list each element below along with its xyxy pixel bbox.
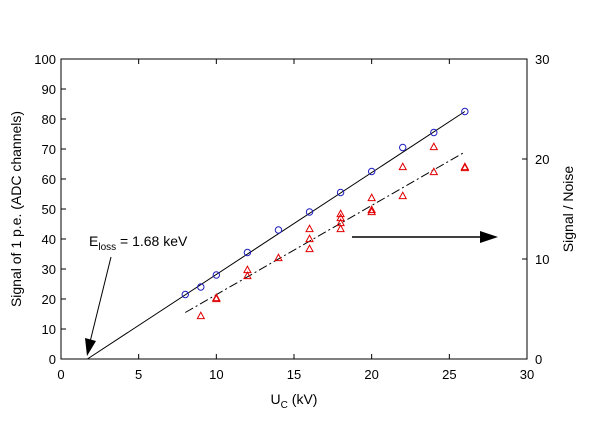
data-point-circle <box>336 188 345 197</box>
x-tick-label: 5 <box>135 367 142 382</box>
data-point-triangle <box>305 234 314 243</box>
data-point-triangle <box>211 293 221 302</box>
data-point-triangle <box>336 224 345 233</box>
right-axis-arrow <box>352 231 498 243</box>
data-point-circle <box>197 283 205 291</box>
data-point-triangle <box>398 162 408 171</box>
eloss-arrow <box>85 256 112 356</box>
data-point-triangle <box>367 205 377 214</box>
x-tick-label: 0 <box>57 367 64 382</box>
data-point-triangle <box>274 253 283 262</box>
data-point-circle <box>181 290 189 299</box>
axis-ticks: 0 5 10 15 20 25 300102030405060708090100010203… <box>34 52 549 382</box>
data-point-circle <box>399 143 407 152</box>
data-point-triangle <box>336 209 345 218</box>
data-point-triangle <box>243 265 252 274</box>
y2-tick-label: 0 <box>535 352 542 367</box>
data-point-triangle <box>429 167 439 176</box>
data-point-triangle <box>398 191 408 200</box>
data-point-circle <box>274 226 283 234</box>
y-tick-label: 10 <box>42 322 56 337</box>
x-tick-label: 20 <box>364 367 378 382</box>
data-point-circle <box>461 107 469 116</box>
x-tick-label: 15 <box>287 367 301 382</box>
y-tick-label: 50 <box>42 202 56 217</box>
x-tick-label: 30 <box>520 367 534 382</box>
data-point-circle <box>212 271 221 279</box>
data-point-triangle <box>460 162 470 171</box>
data-point-triangle <box>336 218 345 227</box>
fit-line-dashed <box>185 151 466 313</box>
data-point-triangle <box>243 271 252 280</box>
x-tick-label: 10 <box>209 367 223 382</box>
y2-tick-label: 10 <box>535 252 549 267</box>
data-point-triangle <box>367 207 377 216</box>
y-tick-label: 30 <box>42 262 56 277</box>
y-tick-label: 80 <box>42 112 56 127</box>
plot-frame <box>60 58 528 360</box>
data-point-triangle <box>429 142 439 151</box>
data-point-triangle <box>305 224 314 233</box>
y2-tick-label: 20 <box>535 152 549 167</box>
fit-line-solid <box>87 111 466 360</box>
data-point-triangle <box>196 311 206 320</box>
x-tick-label: 25 <box>442 367 456 382</box>
data-points <box>181 107 470 320</box>
eloss-annotation: Eloss = 1.68 keV <box>89 233 188 253</box>
x-axis-label: UC (kV) <box>271 391 318 411</box>
y-tick-label: 40 <box>42 232 56 247</box>
y-tick-label: 20 <box>42 292 56 307</box>
y-axis-label: Signal of 1 p.e. (ADC channels) <box>8 111 24 307</box>
fit-lines <box>87 111 466 360</box>
data-point-triangle <box>305 244 314 253</box>
y2-tick-label: 30 <box>535 52 549 67</box>
data-point-triangle <box>367 193 377 202</box>
y-tick-label: 70 <box>42 142 56 157</box>
data-point-circle <box>243 248 252 257</box>
data-point-circle <box>305 208 314 216</box>
data-point-triangle <box>336 213 345 222</box>
y2-axis-label: Signal / Noise <box>560 166 576 253</box>
y-tick-label: 60 <box>42 172 56 187</box>
y-tick-label: 90 <box>42 82 56 97</box>
data-point-circle <box>430 128 438 137</box>
y-tick-label: 0 <box>49 352 56 367</box>
data-point-circle <box>367 167 376 176</box>
y-tick-label: 100 <box>34 52 56 67</box>
